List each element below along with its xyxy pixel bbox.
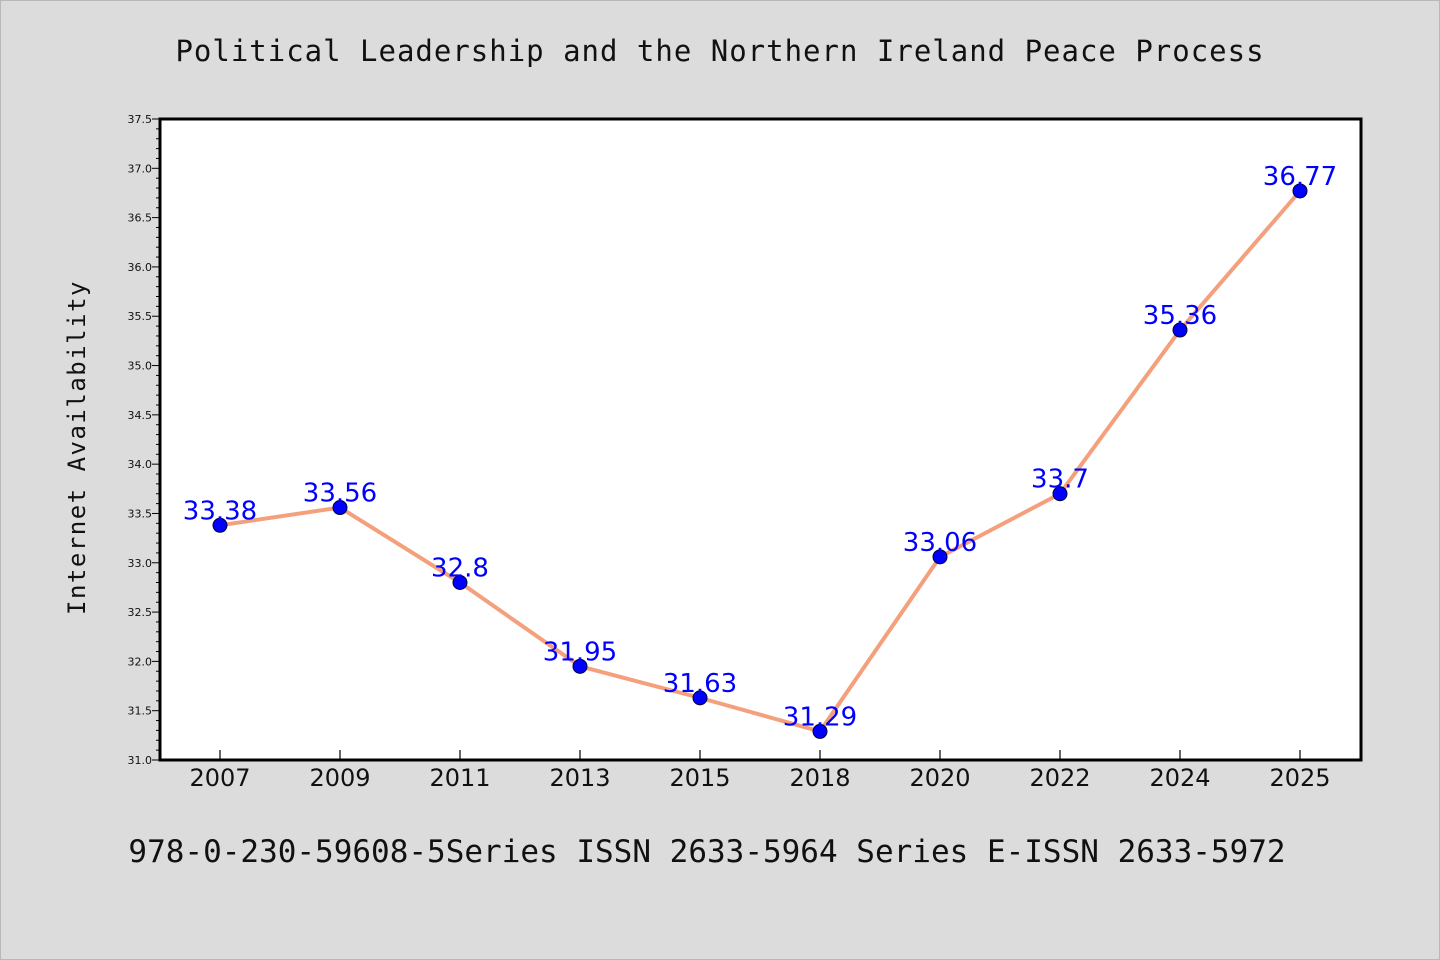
y-tick-label: 31.0	[128, 754, 153, 767]
data-value-label: 33.56	[303, 479, 377, 509]
x-tick-label: 2007	[189, 764, 250, 792]
x-tick-label: 2011	[429, 764, 490, 792]
x-tick-label: 2024	[1149, 764, 1210, 792]
data-value-label: 33.38	[183, 496, 257, 526]
y-tick-label: 34.5	[128, 409, 153, 422]
data-point-marker	[452, 574, 468, 590]
y-axis-ticks: 31.0 31.5 32.0 32.5 33.0 33.5 34.0 34.5 35.0 35.5…	[128, 113, 160, 767]
y-tick-label: 32.0	[128, 655, 153, 668]
data-point-marker	[572, 658, 588, 674]
x-tick-label: 2022	[1029, 764, 1090, 792]
y-tick-label: 37.0	[128, 162, 153, 175]
data-value-label: 33.06	[903, 528, 977, 558]
y-tick-label: 37.5	[128, 113, 153, 126]
data-point-marker	[332, 500, 348, 516]
x-tick-label: 2009	[309, 764, 370, 792]
data-point-marker	[692, 690, 708, 706]
data-value-label: 31.29	[783, 702, 857, 732]
data-value-label: 32.8	[431, 553, 489, 583]
series-line	[219, 189, 1302, 734]
data-point-marker	[812, 723, 828, 739]
y-tick-label: 34.0	[128, 458, 153, 471]
y-tick-label: 31.5	[128, 705, 153, 718]
data-markers	[212, 183, 1308, 739]
isbn-issn-footer: 978-0-230-59608-5Series ISSN 2633-5964 S…	[128, 834, 1286, 870]
data-labels: 33.38 33.56 32.8 31.95 31.63 31.29 33.06 33.7 35…	[183, 162, 1337, 732]
plot-area	[158, 117, 1363, 762]
x-tick-label: 2015	[669, 764, 730, 792]
data-value-label: 31.63	[663, 669, 737, 699]
x-axis-ticks: 2007 2009 2011 2013 2015 2018 2020 2022 2024 2025	[189, 750, 1331, 792]
data-value-label: 31.95	[543, 637, 617, 667]
data-value-label: 36.77	[1263, 162, 1337, 192]
data-value-label: 35.36	[1143, 301, 1217, 331]
y-tick-label: 35.0	[128, 360, 153, 373]
y-tick-label: 33.0	[128, 557, 153, 570]
data-point-marker	[212, 517, 228, 533]
data-point-marker	[932, 549, 948, 565]
data-point-marker	[1172, 322, 1188, 338]
y-axis-label: Internet Availability	[63, 280, 91, 615]
x-tick-label: 2020	[909, 764, 970, 792]
y-tick-label: 36.5	[128, 212, 153, 225]
y-tick-label: 35.5	[128, 310, 153, 323]
x-tick-label: 2013	[549, 764, 610, 792]
y-tick-label: 32.5	[128, 606, 153, 619]
y-tick-label: 36.0	[128, 261, 153, 274]
x-tick-label: 2018	[789, 764, 850, 792]
x-tick-label: 2025	[1269, 764, 1330, 792]
chart-title: Political Leadership and the Northern Ir…	[175, 34, 1265, 68]
data-point-marker	[1052, 486, 1068, 502]
data-point-marker	[1292, 183, 1308, 199]
y-tick-label: 33.5	[128, 507, 153, 520]
data-value-label: 33.7	[1031, 465, 1089, 495]
